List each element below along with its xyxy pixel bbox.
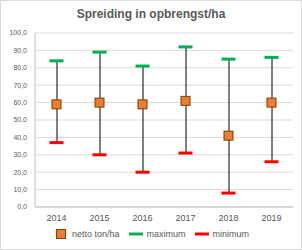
svg-text:80,0: 80,0: [13, 64, 27, 71]
svg-text:90,0: 90,0: [13, 47, 27, 54]
svg-text:2014: 2014: [46, 213, 66, 223]
svg-text:20,0: 20,0: [13, 169, 27, 176]
svg-text:2016: 2016: [132, 213, 152, 223]
svg-text:60,0: 60,0: [13, 99, 27, 106]
svg-text:2018: 2018: [218, 213, 238, 223]
svg-text:50,0: 50,0: [13, 116, 27, 123]
svg-text:10,0: 10,0: [13, 186, 27, 193]
svg-text:70,0: 70,0: [13, 82, 27, 89]
svg-text:2017: 2017: [175, 213, 195, 223]
svg-text:100,0: 100,0: [9, 29, 27, 36]
svg-text:2019: 2019: [261, 213, 281, 223]
html-text:netto ton/ha: netto ton/ha: [72, 229, 120, 239]
html-text:Spreiding in opbrengst/ha: Spreiding in opbrengst/ha: [76, 7, 226, 21]
html-text:minimum: minimum: [212, 229, 249, 239]
svg-text:40,0: 40,0: [13, 134, 27, 141]
html-text:maximum: maximum: [146, 229, 186, 239]
svg-text:30,0: 30,0: [13, 151, 27, 158]
svg-text:2015: 2015: [89, 213, 109, 223]
svg-text:0,0: 0,0: [17, 203, 27, 210]
